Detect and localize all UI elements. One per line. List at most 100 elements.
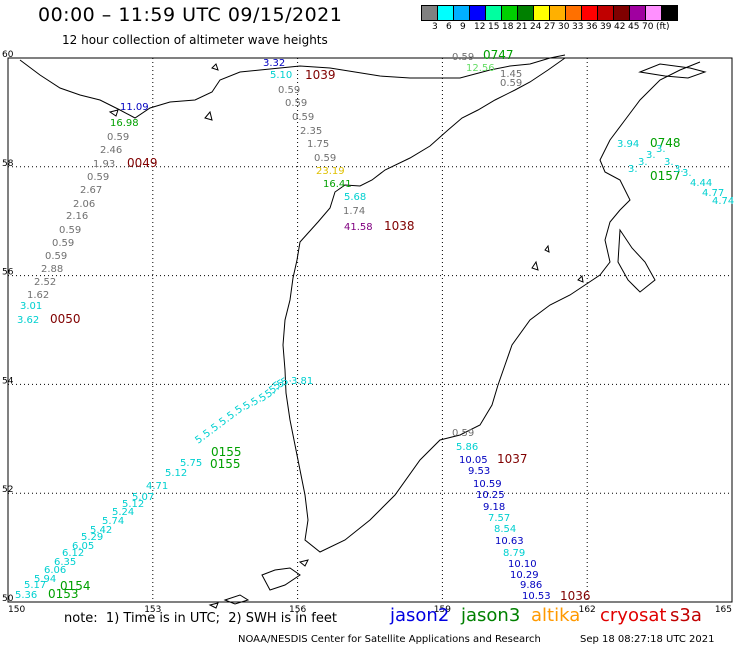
wave-height-value: 5.86	[456, 442, 478, 453]
wave-height-value: 5.07	[132, 492, 154, 503]
color-scale-label: 39	[600, 22, 612, 32]
color-scale-label: 42	[614, 22, 626, 32]
wave-height-value: 0.59	[452, 52, 474, 63]
wave-height-value: 0.59	[500, 78, 522, 89]
wave-height-value: 10.59	[473, 479, 502, 490]
map-frame	[7, 57, 733, 603]
color-scale-label: 3	[432, 22, 438, 32]
wave-height-value: 10.63	[495, 536, 524, 547]
wave-height-value: 9.18	[483, 502, 505, 513]
wave-height-value: 9.53	[468, 466, 490, 477]
wave-height-value-cluster: 3.	[664, 157, 674, 168]
wave-height-value: 5.17	[24, 580, 46, 591]
color-scale-label: 21	[516, 22, 528, 32]
wave-height-value: 4.77	[702, 188, 724, 199]
okhotsk-north-coast	[19, 54, 566, 119]
wave-height-value: 4.71	[146, 481, 168, 492]
wave-height-value: 0.59	[314, 153, 336, 164]
longitude-tick-label: 150	[8, 605, 25, 615]
footer-note: note: 1) Time is in UTC; 2) SWH is in fe…	[64, 611, 337, 626]
wave-height-value-cluster: 3.	[638, 157, 648, 168]
wave-height-value: 1.62	[27, 290, 49, 301]
wave-height-value-cluster: 3.	[646, 150, 656, 161]
kamchatka-west-coast	[282, 57, 701, 553]
wave-height-value: 5.75	[180, 458, 202, 469]
wave-height-value: 4.44	[690, 178, 712, 189]
longitude-tick-label: 153	[144, 605, 161, 615]
wave-height-value: 1.93	[93, 159, 115, 170]
pass-time-label: 0155	[210, 457, 241, 471]
wave-height-value: 2.67	[80, 185, 102, 196]
latitude-tick-label: 58	[2, 159, 14, 169]
altimeter-observations: 3.325.10 1039 0.59 0.59 0.59 2.35 1.75 0.59 23.1…	[15, 48, 734, 603]
wave-height-value-cluster: 3.	[674, 164, 684, 175]
wave-height-value: 0.59	[45, 251, 67, 262]
wave-height-value: 8.79	[503, 548, 525, 559]
wave-height-value: 2.46	[100, 145, 122, 156]
latitude-tick-label: 50	[2, 594, 14, 604]
wave-height-value: 4.74	[712, 196, 734, 207]
wave-height-value: 5.12	[165, 468, 187, 479]
wave-height-value: 2.52	[34, 277, 56, 288]
color-scale-label: 70	[642, 22, 654, 32]
wave-height-value: 5.68	[344, 192, 366, 203]
wave-height-value: 2.16	[66, 211, 88, 222]
satellite-legend-altika: altika	[531, 605, 581, 626]
pass-time-label: 1039	[305, 68, 336, 82]
wave-height-value: 5.36	[15, 590, 37, 601]
credit-line: NOAA/NESDIS Center for Satellite Applica…	[238, 634, 541, 645]
map-grid: 150 153 156 159 162 165 60 58 56 54 52 50	[2, 50, 733, 615]
wave-height-value: 1.45	[500, 69, 522, 80]
wave-height-value: 7.57	[488, 513, 510, 524]
pass-time-label: 1038	[384, 219, 415, 233]
pass-time-label: 0157	[650, 169, 681, 183]
wave-height-value: 0.59	[59, 225, 81, 236]
pass-time-label: 0747	[483, 48, 514, 62]
wave-height-value: 1.74	[343, 206, 365, 217]
wave-height-value: 0.59	[278, 85, 300, 96]
generated-timestamp: Sep 18 08:27:18 UTC 2021	[580, 634, 715, 645]
wave-height-value: 0.59	[292, 112, 314, 123]
color-scale-unit: (ft)	[656, 22, 670, 32]
wave-height-value: 5.29	[81, 532, 103, 543]
wave-height-value: 3.62	[17, 315, 39, 326]
small-islands	[531, 244, 584, 283]
kuril-islands	[208, 559, 309, 609]
wave-height-value: 2.06	[73, 199, 95, 210]
wave-height-value: 10.29	[510, 570, 539, 581]
wave-height-value-cluster: 3.	[656, 144, 666, 155]
wave-height-value: 0.59	[107, 132, 129, 143]
color-scale-swatch	[661, 5, 678, 21]
wave-height-value: 16.98	[110, 118, 139, 129]
color-scale-label: 9	[460, 22, 466, 32]
latitude-tick-label: 54	[2, 376, 14, 386]
shantar-islands	[108, 63, 219, 121]
wave-height-value: 3.94	[617, 139, 639, 150]
wave-height-value: 2.35	[300, 126, 322, 137]
wave-height-value: 3.32	[263, 58, 285, 69]
color-scale-label: 24	[530, 22, 542, 32]
pass-time-label: 0049	[127, 156, 158, 170]
wave-height-value: 10.53	[522, 591, 551, 602]
color-scale-label: 36	[586, 22, 598, 32]
wave-height-value: 1.75	[307, 139, 329, 150]
wave-height-value: 0.59	[87, 172, 109, 183]
satellite-legend-s3a: s3a	[670, 605, 702, 626]
wave-height-value: 41.58	[344, 222, 373, 233]
wave-height-value: 6.35	[54, 557, 76, 568]
wave-height-value: 2.88	[41, 264, 63, 275]
color-scale-label: 33	[572, 22, 584, 32]
pass-time-label: 1037	[497, 452, 528, 466]
color-scale-label: 15	[488, 22, 500, 32]
wave-height-value: 6.06	[44, 565, 66, 576]
longitude-tick-label: 165	[715, 605, 732, 615]
longitude-tick-label: 162	[579, 605, 596, 615]
wave-height-value: 5.10	[270, 70, 292, 81]
wave-height-color-scale	[421, 5, 678, 21]
karaginsky-island	[638, 63, 707, 79]
latitude-tick-label: 52	[2, 485, 13, 495]
wave-height-value: 10.10	[508, 559, 537, 570]
wave-height-value: 5.12	[122, 499, 144, 510]
wave-height-value: 16.41	[323, 179, 352, 190]
wave-height-value: 3.01	[20, 301, 42, 312]
